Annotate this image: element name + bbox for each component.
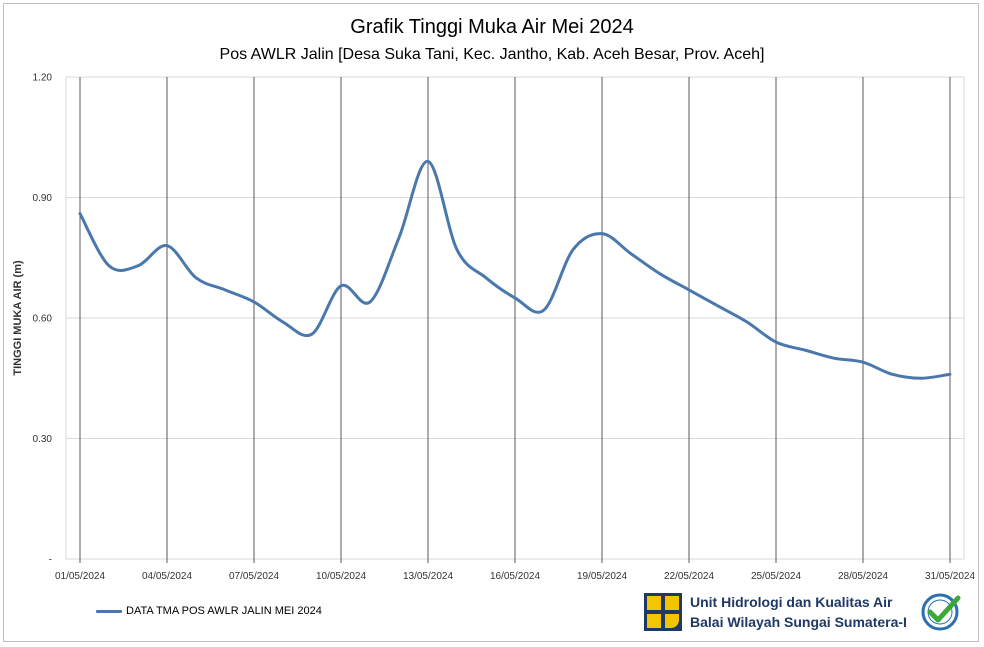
legend-swatch: [96, 609, 122, 613]
x-tick-label: 28/05/2024: [838, 571, 888, 582]
x-tick-label: 07/05/2024: [229, 571, 279, 582]
chart-subtitle: Pos AWLR Jalin [Desa Suka Tani, Kec. Jan…: [219, 46, 765, 63]
iso-certified-badge-icon: [921, 593, 961, 631]
y-tick-label: 1.20: [33, 73, 53, 84]
y-axis-label: TINGGI MUKA AIR (m): [12, 260, 24, 376]
series-line: [78, 159, 952, 380]
x-tick-label: 01/05/2024: [55, 571, 105, 582]
organization-line-1: Unit Hidrologi dan Kualitas Air: [690, 594, 893, 610]
pu-logo-icon: [644, 593, 682, 631]
chart-title: Grafik Tinggi Muka Air Mei 2024: [350, 16, 634, 38]
x-tick-label: 31/05/2024: [925, 571, 975, 582]
y-tick-label: -: [49, 555, 52, 566]
x-tick-label: 10/05/2024: [316, 571, 366, 582]
y-tick-label: 0.30: [33, 434, 53, 445]
x-tick-label: 13/05/2024: [403, 571, 453, 582]
organization-line-2: Balai Wilayah Sungai Sumatera-I: [690, 614, 907, 630]
chart-frame: [3, 3, 979, 642]
x-tick-label: 25/05/2024: [751, 571, 801, 582]
x-tick-label: 19/05/2024: [577, 571, 627, 582]
x-tick-label: 04/05/2024: [142, 571, 192, 582]
x-tick-label: 16/05/2024: [490, 571, 540, 582]
y-tick-label: 0.60: [33, 314, 53, 325]
legend: DATA TMA POS AWLR JALIN MEI 2024: [96, 605, 322, 617]
x-tick-label: 22/05/2024: [664, 571, 714, 582]
y-tick-label: 0.90: [33, 193, 53, 204]
organization-block: Unit Hidrologi dan Kualitas Air Balai Wi…: [644, 592, 907, 632]
legend-label: DATA TMA POS AWLR JALIN MEI 2024: [126, 605, 322, 617]
